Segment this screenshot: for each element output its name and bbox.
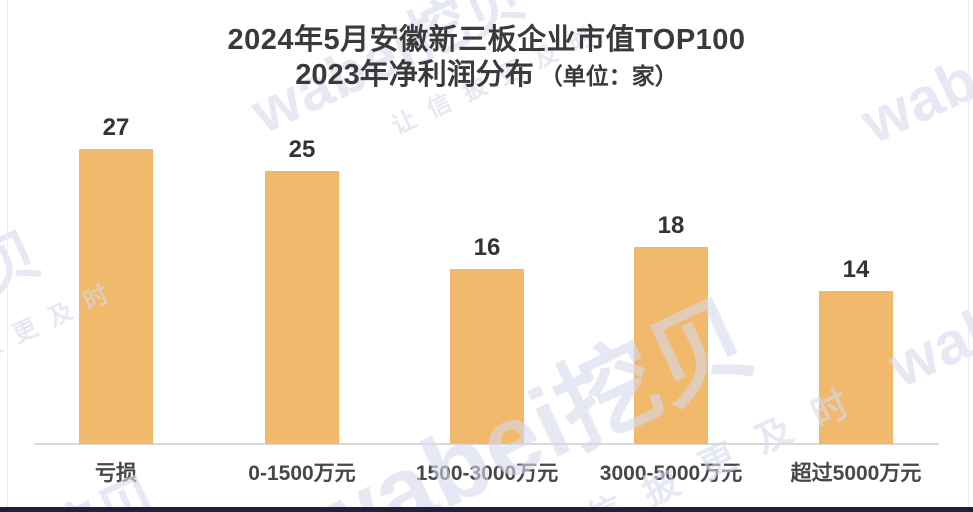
left-edge-line (7, 0, 8, 512)
category-label: 1500-3000万元 (415, 462, 559, 485)
bar-value-label: 14 (842, 256, 870, 283)
chart-title-line1: 2024年5月安徽新三板企业市值TOP100 (227, 24, 746, 56)
category-label: 0-1500万元 (248, 462, 356, 485)
bar (265, 171, 339, 444)
category-label: 亏损 (95, 462, 137, 485)
bar-value-label: 27 (102, 114, 130, 141)
bar-value-label: 16 (473, 234, 501, 261)
category-label: 3000-5000万元 (599, 462, 743, 485)
category-label: 超过5000万元 (790, 462, 922, 485)
bar (450, 269, 524, 444)
bar-group: 14 (819, 258, 893, 444)
chart-title: 2024年5月安徽新三板企业市值TOP100 2023年净利润分布 （单位：家） (0, 22, 973, 93)
bar-group: 16 (450, 236, 524, 444)
right-edge-line (968, 0, 969, 512)
bar (819, 291, 893, 444)
bar-value-label: 25 (288, 136, 316, 163)
bar (634, 247, 708, 444)
chart-title-line2: 2023年净利润分布 （单位：家） (0, 58, 973, 93)
bar (79, 149, 153, 444)
chart-title-line2-text: 2023年净利润分布 (295, 59, 534, 91)
bar-group: 18 (634, 214, 708, 444)
bar-value-label: 18 (657, 212, 685, 239)
bar-group: 27 (79, 116, 153, 444)
chart-title-unit: （单位：家） (539, 63, 678, 89)
bottom-border (0, 507, 973, 512)
bar-group: 25 (265, 138, 339, 444)
x-axis-line (34, 443, 939, 445)
